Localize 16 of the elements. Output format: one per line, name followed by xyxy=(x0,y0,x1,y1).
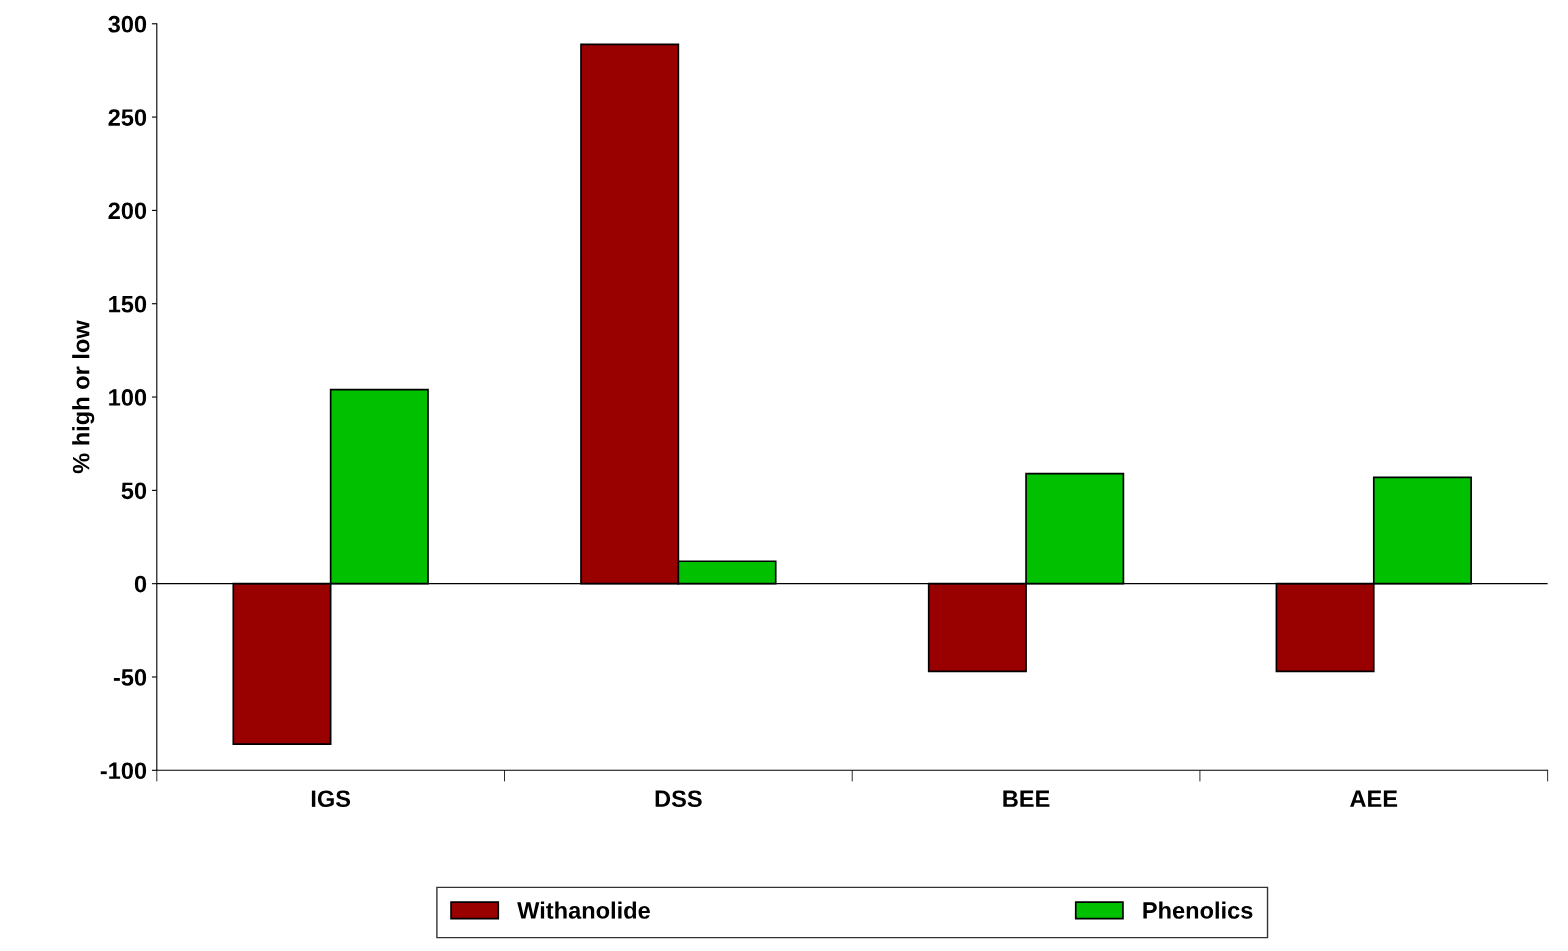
y-tick-label: 250 xyxy=(108,109,147,126)
legend-label: Phenolics xyxy=(1143,901,1253,919)
x-tick-label: IGS xyxy=(311,790,351,808)
y-tick-label: 300 xyxy=(108,15,147,33)
y-tick-label: 50 xyxy=(121,482,147,500)
y-tick-label: -100 xyxy=(100,762,147,780)
y-axis-title: % high or low xyxy=(72,320,95,474)
x-tick-label: AEE xyxy=(1350,790,1398,807)
y-tick-label: 100 xyxy=(109,389,147,406)
y-tick-label: 200 xyxy=(108,202,147,220)
y-tick-label: 150 xyxy=(109,295,147,313)
y-tick-label: 0 xyxy=(134,575,147,593)
legend-label: Withanolide xyxy=(517,901,650,919)
x-tick-label: BEE xyxy=(1003,790,1050,807)
x-tick-label: DSS xyxy=(655,790,702,808)
y-tick-label: -50 xyxy=(113,669,147,686)
